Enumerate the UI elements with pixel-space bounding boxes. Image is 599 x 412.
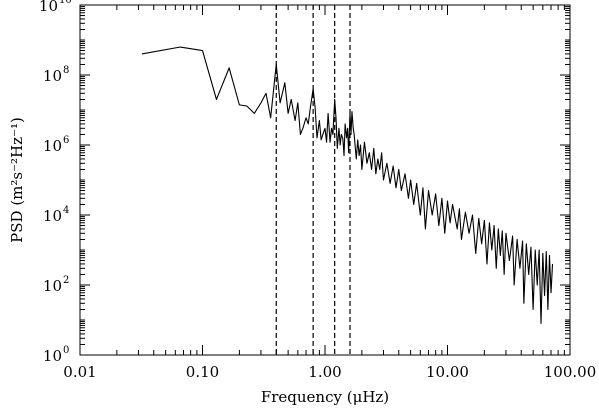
x-tick-label: 0.01 xyxy=(63,363,96,381)
y-tick-label: 10 2 xyxy=(43,275,69,295)
y-tick-label: 10 6 xyxy=(43,135,69,155)
x-tick-labels: 0.01 0.10 1.00 10.00 100.00 xyxy=(63,363,596,381)
y-tick-label-base: 10 xyxy=(43,137,62,155)
axis-ticks xyxy=(79,5,570,356)
y-axis-label: PSD (m²s⁻²Hz⁻¹) xyxy=(8,117,26,243)
x-tick-label: 10.00 xyxy=(426,363,469,381)
x-tick-label: 100.00 xyxy=(544,363,597,381)
psd-series-line-1 xyxy=(141,46,554,324)
y-tick-label-base: 10 xyxy=(43,277,62,295)
y-tick-label: 10 4 xyxy=(43,205,69,225)
y-tick-label-exponent: 8 xyxy=(63,65,69,76)
y-tick-label: 10 10 xyxy=(39,0,72,15)
y-tick-label-exponent: 10 xyxy=(59,0,72,6)
y-tick-label-base: 10 xyxy=(43,347,62,365)
y-tick-label-base: 10 xyxy=(43,207,62,225)
y-tick-label-exponent: 6 xyxy=(63,135,69,146)
x-tick-label: 0.10 xyxy=(186,363,219,381)
y-tick-label-exponent: 2 xyxy=(63,275,69,286)
y-tick-label-base: 10 xyxy=(43,67,62,85)
y-tick-label-exponent: 4 xyxy=(63,205,69,216)
x-tick-label: 1.00 xyxy=(308,363,341,381)
y-tick-label-exponent: 0 xyxy=(63,345,69,356)
y-tick-label: 10 0 xyxy=(43,345,69,365)
series-group xyxy=(141,46,554,324)
plot-frame xyxy=(79,4,571,356)
y-tick-label-base: 10 xyxy=(39,0,58,15)
x-axis-label: Frequency (μHz) xyxy=(261,388,389,406)
dashed-reference-lines xyxy=(275,5,351,355)
y-tick-label: 10 8 xyxy=(43,65,69,85)
